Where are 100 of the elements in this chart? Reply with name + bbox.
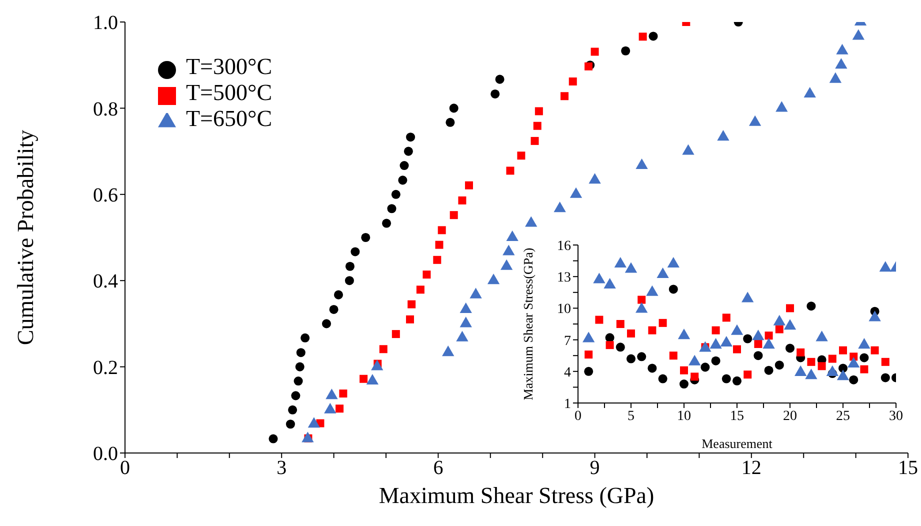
point bbox=[334, 290, 344, 300]
point bbox=[828, 354, 836, 363]
point bbox=[732, 376, 742, 386]
point bbox=[880, 373, 890, 382]
y-tick-label: 0.2 bbox=[93, 356, 118, 379]
y-tick-label: 13 bbox=[557, 270, 571, 286]
point bbox=[345, 262, 354, 271]
point bbox=[754, 351, 763, 360]
point bbox=[658, 374, 668, 384]
point bbox=[648, 326, 656, 334]
legend-label: T=500°C bbox=[186, 80, 272, 105]
point bbox=[446, 118, 455, 127]
x-tick-label: 6 bbox=[433, 457, 444, 480]
point bbox=[371, 360, 384, 370]
point bbox=[722, 314, 730, 322]
point bbox=[858, 338, 870, 349]
point bbox=[621, 46, 630, 56]
point bbox=[495, 74, 504, 84]
point bbox=[366, 374, 379, 385]
point bbox=[595, 316, 604, 324]
point bbox=[465, 181, 473, 190]
x-axis-title: Measurement bbox=[702, 436, 773, 451]
point bbox=[616, 342, 625, 352]
y-tick-label: 0.4 bbox=[93, 270, 118, 293]
point bbox=[286, 420, 295, 429]
point bbox=[743, 334, 752, 344]
point bbox=[668, 284, 678, 294]
legend-label: T=300°C bbox=[186, 54, 272, 79]
x-tick-label: 5 bbox=[628, 408, 634, 424]
point bbox=[406, 132, 416, 142]
point bbox=[416, 286, 424, 294]
y-axis-title: Cumulative Probability bbox=[13, 129, 38, 346]
point bbox=[593, 272, 606, 284]
point bbox=[638, 32, 647, 41]
point bbox=[796, 348, 805, 356]
point bbox=[658, 318, 667, 327]
point bbox=[711, 356, 720, 366]
point bbox=[717, 130, 730, 141]
point bbox=[773, 314, 786, 326]
point bbox=[784, 319, 796, 330]
point bbox=[712, 326, 720, 334]
y-axis-title: Maximum Shear Stress(GPa) bbox=[520, 248, 536, 400]
point bbox=[868, 310, 881, 322]
point bbox=[568, 77, 577, 86]
point bbox=[624, 262, 638, 273]
point bbox=[502, 244, 515, 256]
point bbox=[839, 346, 847, 354]
point bbox=[648, 364, 657, 373]
point bbox=[291, 391, 300, 400]
point bbox=[296, 348, 306, 358]
point bbox=[329, 304, 338, 314]
y-tick-label: 4 bbox=[564, 365, 571, 380]
point bbox=[604, 278, 616, 289]
y-tick-label: 10 bbox=[557, 302, 571, 318]
point bbox=[404, 146, 413, 156]
y-tick-label: 1 bbox=[564, 396, 571, 412]
point bbox=[742, 292, 754, 302]
point bbox=[818, 362, 826, 370]
y-tick-label: 0.6 bbox=[93, 184, 118, 206]
point bbox=[361, 232, 370, 242]
point bbox=[533, 122, 542, 130]
point bbox=[588, 173, 601, 184]
legend-label: T=650°C bbox=[186, 106, 272, 131]
point bbox=[438, 226, 446, 234]
point bbox=[730, 324, 744, 335]
point bbox=[637, 352, 646, 362]
point bbox=[762, 338, 775, 349]
point bbox=[636, 302, 648, 313]
point bbox=[710, 338, 722, 349]
point bbox=[679, 380, 689, 389]
point bbox=[636, 158, 648, 170]
point bbox=[648, 32, 658, 41]
point bbox=[302, 432, 314, 442]
point bbox=[680, 366, 688, 374]
point bbox=[322, 319, 332, 328]
point bbox=[294, 376, 303, 386]
point bbox=[606, 341, 614, 350]
point bbox=[616, 320, 624, 328]
point bbox=[835, 58, 848, 69]
x-tick-label: 0 bbox=[574, 408, 582, 424]
point bbox=[860, 353, 869, 362]
point bbox=[638, 296, 646, 304]
point bbox=[700, 362, 710, 372]
point bbox=[860, 365, 868, 374]
x-tick-label: 12 bbox=[741, 457, 762, 480]
point bbox=[754, 340, 762, 348]
point bbox=[339, 390, 348, 398]
point bbox=[848, 357, 860, 368]
y-tick-label: 0.0 bbox=[93, 443, 118, 466]
point bbox=[300, 333, 310, 342]
point bbox=[807, 358, 816, 366]
x-tick-label: 25 bbox=[836, 408, 850, 424]
point bbox=[490, 89, 500, 98]
x-tick-label: 20 bbox=[783, 408, 797, 424]
point bbox=[387, 204, 396, 214]
point bbox=[646, 285, 658, 296]
point bbox=[458, 196, 466, 204]
point bbox=[733, 345, 741, 354]
point bbox=[816, 330, 828, 342]
point bbox=[449, 104, 458, 113]
